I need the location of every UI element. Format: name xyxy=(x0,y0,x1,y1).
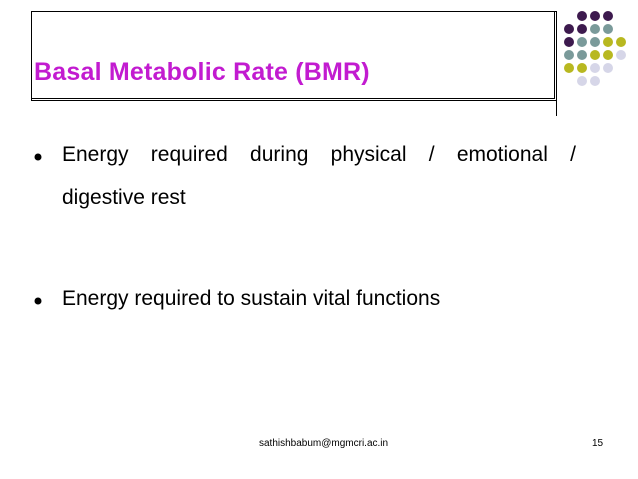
bullet-2-line-1: Energy required to sustain vital functio… xyxy=(62,287,441,310)
decorative-dot xyxy=(603,24,613,34)
decorative-dot xyxy=(603,63,613,73)
decorative-dot xyxy=(603,50,613,60)
footer-email: sathishbabum@mgmcri.ac.in xyxy=(259,438,389,449)
decorative-dot xyxy=(564,50,574,60)
word: / xyxy=(428,143,435,166)
decorative-dot xyxy=(590,63,600,73)
decorative-dot xyxy=(603,11,613,21)
title-frame-bottom-inner xyxy=(31,98,555,99)
bullet-icon xyxy=(34,297,42,305)
slide-title: Basal Metabolic Rate (BMR) xyxy=(34,58,370,86)
title-frame-right-inner xyxy=(554,11,555,99)
bullet-1-line-2: digestive rest xyxy=(62,186,186,209)
decorative-dot xyxy=(616,50,626,60)
decorative-dot xyxy=(590,76,600,86)
decorative-dot xyxy=(590,37,600,47)
decorative-dot xyxy=(564,24,574,34)
decorative-dot xyxy=(590,11,600,21)
decorative-dot-grid xyxy=(564,11,626,86)
title-frame-top xyxy=(31,11,557,12)
word: during xyxy=(250,143,309,166)
decorative-dot xyxy=(577,63,587,73)
decorative-dot xyxy=(564,63,574,73)
word: required xyxy=(150,143,228,166)
decorative-dot xyxy=(577,50,587,60)
word: emotional xyxy=(456,143,548,166)
word: Energy xyxy=(62,143,129,166)
decorative-dot xyxy=(590,24,600,34)
decorative-dot xyxy=(577,76,587,86)
decorative-dot xyxy=(577,11,587,21)
title-frame-right xyxy=(556,11,557,116)
title-frame-bottom xyxy=(31,100,557,101)
bullet-1-line-1: Energy required during physical / emotional / xyxy=(62,143,576,167)
word: physical xyxy=(330,143,407,166)
page-number: 15 xyxy=(592,438,604,449)
decorative-dot xyxy=(603,37,613,47)
decorative-dot xyxy=(577,37,587,47)
decorative-dot xyxy=(616,37,626,47)
decorative-dot xyxy=(564,37,574,47)
decorative-dot xyxy=(577,24,587,34)
title-frame-left xyxy=(31,11,32,101)
decorative-dot xyxy=(590,50,600,60)
bullet-icon xyxy=(34,153,42,161)
word: / xyxy=(570,143,576,166)
